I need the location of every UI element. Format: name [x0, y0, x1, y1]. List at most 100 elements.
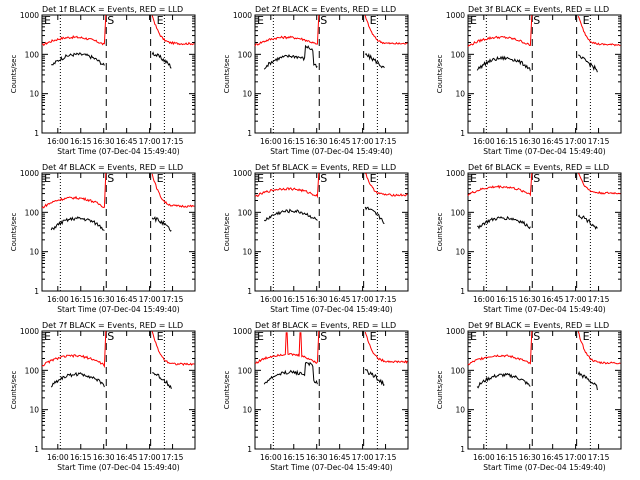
- x-tick-label: 17:00: [139, 453, 161, 462]
- events-series-line: [263, 208, 318, 222]
- panel-8: Det 8f BLACK = Events, RED = LLD 1 10 100 10…: [223, 321, 409, 472]
- x-tick-label: 16:45: [329, 295, 351, 304]
- x-axis-label: Start Time (07-Dec-04 15:49:40): [57, 305, 179, 314]
- x-axis-label: Start Time (07-Dec-04 15:49:40): [483, 305, 605, 314]
- panel-3: Det 3f BLACK = Events, RED = LLD 1 10 100 10…: [436, 5, 622, 156]
- x-tick-label: 17:15: [588, 453, 610, 462]
- y-tick-label: 10: [29, 406, 39, 415]
- panel-title: Det 2f BLACK = Events, RED = LLD: [255, 5, 396, 14]
- x-tick-label: 16:30: [306, 295, 328, 304]
- e-marker-left: E: [470, 330, 477, 343]
- e-marker-right: E: [583, 14, 590, 27]
- x-tick-label: 16:15: [496, 295, 518, 304]
- x-tick-label: 16:30: [306, 453, 328, 462]
- panel-title: Det 7f BLACK = Events, RED = LLD: [42, 321, 183, 330]
- y-tick-label: 1: [460, 129, 465, 138]
- plot-frame: [41, 172, 196, 292]
- x-tick-label: 16:00: [47, 295, 69, 304]
- x-tick-label: 16:30: [93, 295, 115, 304]
- x-tick-label: 16:00: [473, 137, 495, 146]
- y-axis-label: Counts/sec: [436, 213, 444, 252]
- x-axis-label: Start Time (07-Dec-04 15:49:40): [270, 463, 392, 472]
- y-tick-label: 1: [247, 129, 252, 138]
- y-tick-label: 10: [242, 406, 252, 415]
- events-series-line-after: [577, 214, 598, 230]
- plot-frame: [254, 14, 409, 134]
- s-marker: S: [107, 14, 114, 27]
- events-series-line-after: [577, 370, 598, 391]
- lld-series-line-after: [577, 331, 621, 365]
- x-tick-label: 16:45: [329, 453, 351, 462]
- panel-title: Det 9f BLACK = Events, RED = LLD: [468, 321, 609, 330]
- s-marker: S: [107, 330, 114, 343]
- y-tick-label: 1: [34, 287, 39, 296]
- events-series-line-after: [151, 51, 172, 69]
- e-marker-right: E: [583, 172, 590, 185]
- y-tick-label: 10: [242, 248, 252, 257]
- y-axis-label: Counts/sec: [436, 55, 444, 94]
- e-marker-left: E: [470, 14, 477, 27]
- panel-9: Det 9f BLACK = Events, RED = LLD 1 10 100 10…: [436, 321, 622, 472]
- events-series-line: [50, 371, 105, 388]
- y-axis-label: Counts/sec: [10, 213, 18, 252]
- panel-title: Det 6f BLACK = Events, RED = LLD: [468, 163, 609, 172]
- e-marker-right: E: [370, 172, 377, 185]
- panel-title: Det 5f BLACK = Events, RED = LLD: [255, 163, 396, 172]
- lld-series-line-after: [151, 173, 195, 208]
- y-axis-label: Counts/sec: [10, 371, 18, 410]
- y-tick-label: 100: [25, 366, 40, 375]
- events-series-line: [477, 215, 531, 230]
- panel-4: Det 4f BLACK = Events, RED = LLD 1 10 100 10…: [10, 163, 196, 314]
- lld-series-line: [41, 331, 107, 369]
- events-series-line: [476, 372, 531, 389]
- x-tick-label: 17:00: [565, 295, 587, 304]
- events-series-line-after: [364, 368, 385, 386]
- x-tick-label: 16:00: [47, 137, 69, 146]
- plot-frame: [467, 14, 622, 134]
- x-tick-label: 17:15: [162, 137, 184, 146]
- e-marker-right: E: [370, 14, 377, 27]
- x-tick-label: 16:15: [70, 295, 92, 304]
- lld-series-line-after: [577, 15, 621, 47]
- lld-series-line: [467, 331, 533, 366]
- x-tick-label: 17:15: [375, 295, 397, 304]
- x-tick-label: 17:00: [139, 137, 161, 146]
- x-tick-label: 16:00: [473, 295, 495, 304]
- lld-series-line: [41, 173, 107, 209]
- lld-series-line: [254, 173, 320, 199]
- e-marker-right: E: [370, 330, 377, 343]
- x-tick-label: 16:15: [496, 453, 518, 462]
- lld-series-line-after: [577, 172, 621, 195]
- x-tick-label: 16:30: [519, 137, 541, 146]
- e-marker-left: E: [44, 14, 51, 27]
- x-tick-label: 16:45: [329, 137, 351, 146]
- x-tick-label: 17:15: [588, 295, 610, 304]
- events-series-line-after: [364, 52, 385, 69]
- x-tick-label: 16:00: [473, 453, 495, 462]
- events-series-line-after: [364, 206, 385, 225]
- y-tick-label: 10: [29, 248, 39, 257]
- plot-frame: [41, 330, 196, 450]
- x-tick-label: 16:15: [70, 137, 92, 146]
- e-marker-left: E: [257, 172, 264, 185]
- y-tick-label: 10: [242, 90, 252, 99]
- s-marker: S: [320, 172, 327, 185]
- x-tick-label: 16:00: [260, 137, 282, 146]
- e-marker-right: E: [157, 330, 164, 343]
- x-tick-label: 16:00: [47, 453, 69, 462]
- y-tick-label: 100: [451, 208, 466, 217]
- x-tick-label: 16:45: [116, 137, 138, 146]
- lld-series-line: [255, 331, 320, 364]
- lld-series-line: [41, 15, 107, 47]
- plot-frame: [254, 172, 409, 292]
- y-axis-label: Counts/sec: [223, 213, 231, 252]
- y-tick-label: 1: [34, 445, 39, 454]
- lld-series-line-after: [364, 172, 408, 197]
- x-tick-label: 16:45: [116, 453, 138, 462]
- s-marker: S: [533, 14, 540, 27]
- x-tick-label: 17:00: [352, 453, 374, 462]
- y-tick-label: 10: [455, 90, 465, 99]
- y-tick-label: 1: [247, 287, 252, 296]
- panel-title: Det 3f BLACK = Events, RED = LLD: [468, 5, 609, 14]
- y-tick-label: 1000: [233, 169, 252, 178]
